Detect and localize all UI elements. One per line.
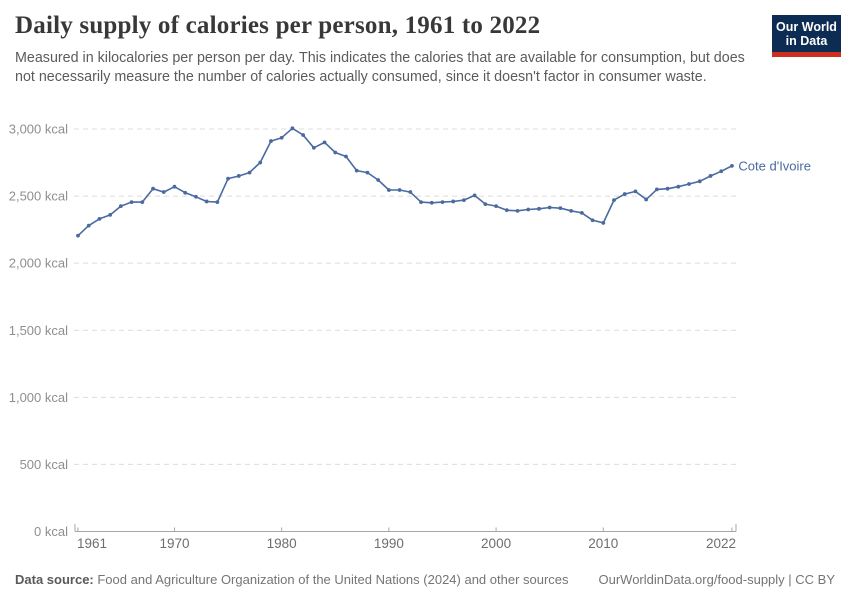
data-point[interactable] [311, 145, 316, 150]
y-axis-tick-label: 500 kcal [20, 457, 69, 472]
data-series-line[interactable] [77, 127, 733, 237]
data-point[interactable] [194, 194, 198, 199]
data-point[interactable] [526, 207, 531, 212]
data-point[interactable] [290, 126, 295, 131]
owid-link[interactable]: OurWorldinData.org/food-supply | CC BY [598, 572, 835, 587]
x-axis-tick-label: 1990 [374, 536, 404, 551]
data-point[interactable] [590, 218, 595, 223]
data-point[interactable] [451, 199, 456, 204]
data-point[interactable] [462, 198, 466, 203]
data-point[interactable] [697, 179, 702, 184]
data-point[interactable] [172, 184, 177, 189]
y-axis-tick-label: 0 kcal [34, 524, 68, 539]
data-point[interactable] [665, 186, 670, 191]
data-point[interactable] [622, 192, 627, 196]
data-point[interactable] [440, 200, 445, 205]
x-axis-tick-label: 1970 [159, 536, 189, 551]
data-point[interactable] [633, 189, 638, 194]
data-point[interactable] [376, 178, 381, 182]
data-point[interactable] [612, 198, 616, 203]
data-point[interactable] [558, 206, 563, 211]
data-point[interactable] [644, 197, 649, 202]
data-point[interactable] [279, 135, 284, 140]
entity-label[interactable]: Cote d'Ivoire [738, 158, 811, 173]
data-point[interactable] [730, 163, 734, 168]
data-point[interactable] [247, 170, 252, 175]
data-point[interactable] [344, 154, 348, 159]
data-point[interactable] [654, 187, 659, 192]
x-axis-tick-label: 1961 [77, 536, 107, 551]
data-point[interactable] [429, 200, 434, 205]
data-point[interactable] [269, 139, 273, 143]
data-source-label: Data source: [15, 572, 94, 587]
data-point[interactable] [579, 210, 584, 215]
y-axis-tick-label: 3,000 kcal [9, 122, 68, 137]
data-point[interactable] [333, 150, 338, 155]
data-point[interactable] [547, 205, 552, 210]
y-axis-tick-label: 2,000 kcal [9, 256, 68, 271]
data-point[interactable] [687, 182, 691, 186]
data-point[interactable] [86, 223, 91, 228]
data-point[interactable] [76, 233, 80, 238]
data-point[interactable] [569, 208, 574, 213]
data-point[interactable] [494, 204, 498, 209]
data-point[interactable] [676, 184, 681, 189]
chart-footer: Data source: Food and Agriculture Organi… [15, 572, 835, 587]
data-point[interactable] [504, 208, 509, 213]
owid-logo-line1: Our World [776, 20, 837, 34]
data-point[interactable] [140, 200, 145, 205]
line-chart[interactable]: 0 kcal 500 kcal 1,000 kcal 1,500 kcal 2,000 … [0, 0, 850, 560]
data-point[interactable] [183, 190, 188, 195]
data-point[interactable] [215, 200, 220, 205]
data-point[interactable] [708, 174, 713, 178]
data-point[interactable] [537, 206, 541, 211]
data-point[interactable] [472, 193, 477, 198]
data-point[interactable] [354, 168, 359, 173]
data-point[interactable] [719, 169, 724, 174]
chart-title: Daily supply of calories per person, 196… [15, 12, 541, 39]
y-axis-tick-label: 2,500 kcal [9, 189, 68, 204]
data-point[interactable] [483, 202, 488, 207]
data-point[interactable] [397, 188, 402, 192]
data-point[interactable] [226, 176, 230, 181]
data-source-text: Food and Agriculture Organization of the… [93, 572, 569, 587]
x-axis-tick-label: 2000 [481, 536, 511, 551]
y-axis-tick-label: 1,500 kcal [9, 323, 68, 338]
data-point[interactable] [365, 170, 370, 175]
data-point[interactable] [408, 190, 413, 194]
data-point[interactable] [515, 208, 520, 213]
data-point[interactable] [322, 140, 327, 145]
x-axis-tick-label: 1980 [267, 536, 297, 551]
data-point[interactable] [301, 133, 306, 137]
chart-header: Daily supply of calories per person, 196… [15, 12, 765, 86]
data-point[interactable] [236, 174, 241, 178]
data-point[interactable] [258, 160, 263, 165]
owid-logo-line2: in Data [785, 34, 828, 48]
data-source: Data source: Food and Agriculture Organi… [15, 572, 569, 587]
data-point[interactable] [419, 200, 423, 205]
chart-canvas[interactable]: 0 kcal 500 kcal 1,000 kcal 1,500 kcal 2,000 … [0, 0, 850, 560]
data-point[interactable] [118, 204, 123, 209]
data-point[interactable] [129, 200, 134, 205]
x-axis-tick-label: 2010 [588, 536, 618, 551]
data-point[interactable] [97, 216, 102, 221]
owid-logo[interactable]: Our World in Data [772, 15, 841, 57]
y-axis-tick-label: 1,000 kcal [9, 390, 68, 405]
data-point[interactable] [151, 186, 155, 191]
data-point[interactable] [386, 188, 391, 192]
data-point[interactable] [204, 199, 209, 204]
chart-subtitle: Measured in kilocalories per person per … [15, 50, 745, 85]
x-axis-tick-label: 2022 [706, 536, 736, 551]
data-point[interactable] [108, 212, 113, 217]
data-point[interactable] [161, 190, 166, 194]
data-point[interactable] [601, 221, 606, 225]
